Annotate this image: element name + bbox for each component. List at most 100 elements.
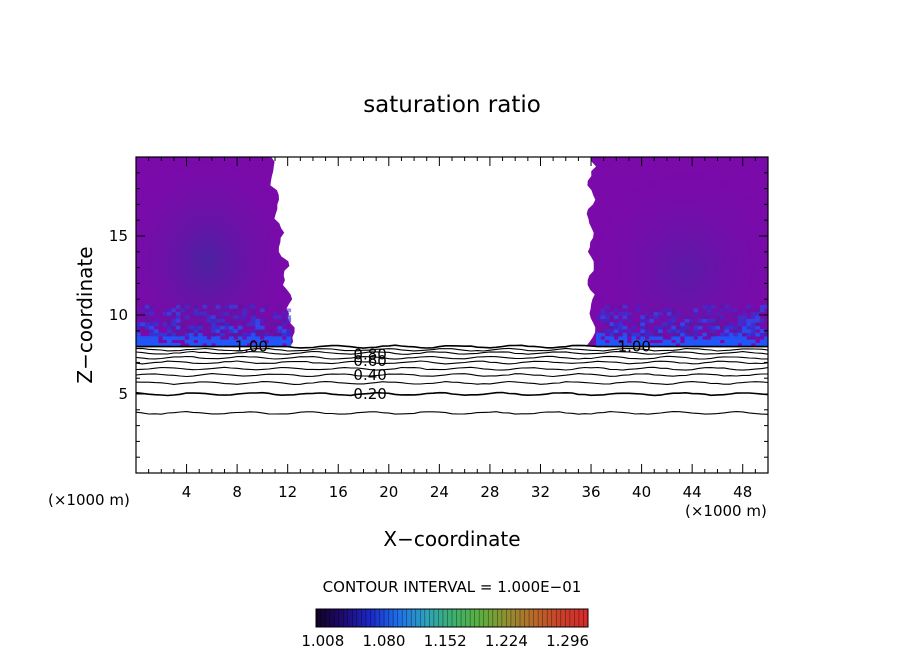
- band-cell: [600, 311, 606, 316]
- band-cell: [224, 322, 230, 327]
- band-cell: [189, 336, 194, 340]
- band-cell: [140, 336, 146, 340]
- band-cell: [711, 332, 716, 337]
- band-cell: [746, 318, 752, 323]
- band-cell: [666, 308, 672, 313]
- band-cell: [277, 343, 283, 347]
- chart-title: saturation ratio: [363, 92, 541, 118]
- band-cell: [666, 318, 672, 323]
- band-cell: [755, 325, 761, 330]
- x-tick-label: 20: [379, 483, 398, 501]
- band-cell: [618, 325, 623, 330]
- band-cell: [167, 311, 172, 316]
- band-cell: [175, 332, 181, 337]
- band-cell: [693, 308, 699, 313]
- band-cell: [233, 329, 238, 333]
- band-cell: [622, 343, 628, 347]
- band-cell: [202, 304, 208, 309]
- x-axis-label: X−coordinate: [383, 527, 520, 551]
- band-cell: [277, 332, 283, 337]
- band-cell: [149, 329, 154, 333]
- band-cell: [193, 304, 199, 309]
- band-cell: [228, 322, 234, 327]
- band-cell: [206, 318, 212, 323]
- band-cell: [640, 315, 645, 320]
- band-cell: [193, 343, 199, 347]
- band-cell: [259, 343, 265, 347]
- band-cell: [286, 336, 292, 340]
- band-cell: [750, 315, 756, 320]
- band-cell: [242, 332, 247, 337]
- band-cell: [724, 325, 730, 330]
- band-cell: [171, 318, 177, 323]
- band-cell: [627, 332, 632, 337]
- band-cell: [167, 343, 172, 347]
- band-cell: [149, 325, 154, 330]
- band-cell: [251, 304, 256, 309]
- band-cell: [197, 311, 203, 316]
- band-cell: [662, 308, 668, 313]
- band-cell: [211, 329, 216, 333]
- band-cell: [604, 304, 610, 309]
- band-cell: [671, 329, 676, 333]
- band-cell: [202, 336, 208, 340]
- band-cell: [666, 339, 672, 344]
- band-cell: [255, 322, 261, 327]
- band-cell: [609, 336, 615, 340]
- band-cell: [622, 336, 628, 340]
- band-cell: [158, 332, 163, 337]
- band-cell: [711, 339, 716, 344]
- band-cell: [237, 339, 243, 344]
- band-cell: [171, 311, 177, 316]
- band-cell: [649, 332, 654, 337]
- band-cell: [759, 332, 765, 337]
- x-axis-ticks: 4 8 12 16 20 24 28 32 36 40 44 48: [148, 157, 756, 501]
- y-axis-ticks: 5 10 15: [109, 172, 768, 458]
- band-cell: [251, 343, 256, 347]
- band-cell: [759, 318, 765, 323]
- band-cell: [627, 329, 632, 333]
- band-cell: [273, 339, 278, 344]
- band-cell: [251, 308, 256, 313]
- contour-label: 1.00: [235, 338, 268, 356]
- band-cell: [158, 343, 163, 347]
- x-tick-label: 48: [733, 483, 752, 501]
- y-axis-label: Z−coordinate: [73, 246, 97, 383]
- band-cell: [136, 339, 141, 344]
- band-cell: [259, 332, 265, 337]
- band-cell: [622, 315, 628, 320]
- contour-line: [136, 360, 768, 365]
- band-cell: [211, 325, 216, 330]
- band-cell: [635, 308, 641, 313]
- band-cell: [255, 329, 261, 333]
- band-cell: [149, 322, 154, 327]
- band-cell: [171, 332, 177, 337]
- band-cell: [759, 304, 765, 309]
- band-cell: [189, 329, 194, 333]
- band-cell: [697, 343, 703, 347]
- band-cell: [666, 329, 672, 333]
- band-cell: [206, 343, 212, 347]
- band-cell: [175, 318, 181, 323]
- x-tick-label: 36: [581, 483, 600, 501]
- band-cell: [755, 308, 761, 313]
- colorbar: 1.008 1.080 1.152 1.224 1.296: [301, 608, 589, 650]
- band-cell: [750, 318, 756, 323]
- band-cell: [175, 304, 181, 309]
- band-cell: [259, 329, 265, 333]
- band-cell: [689, 322, 694, 327]
- band-cell: [237, 304, 243, 309]
- band-cell: [268, 339, 274, 344]
- band-cell: [228, 339, 234, 344]
- band-cell: [737, 329, 743, 333]
- contour-lines: [136, 344, 768, 415]
- band-cell: [144, 308, 150, 313]
- band-cell: [627, 311, 632, 316]
- band-cell: [224, 339, 230, 344]
- x-tick-label: 12: [278, 483, 297, 501]
- contour-label: 0.80: [353, 346, 386, 364]
- band-cell: [618, 311, 623, 316]
- band-cell: [720, 332, 725, 337]
- band-cell: [720, 315, 725, 320]
- band-cell: [259, 318, 265, 323]
